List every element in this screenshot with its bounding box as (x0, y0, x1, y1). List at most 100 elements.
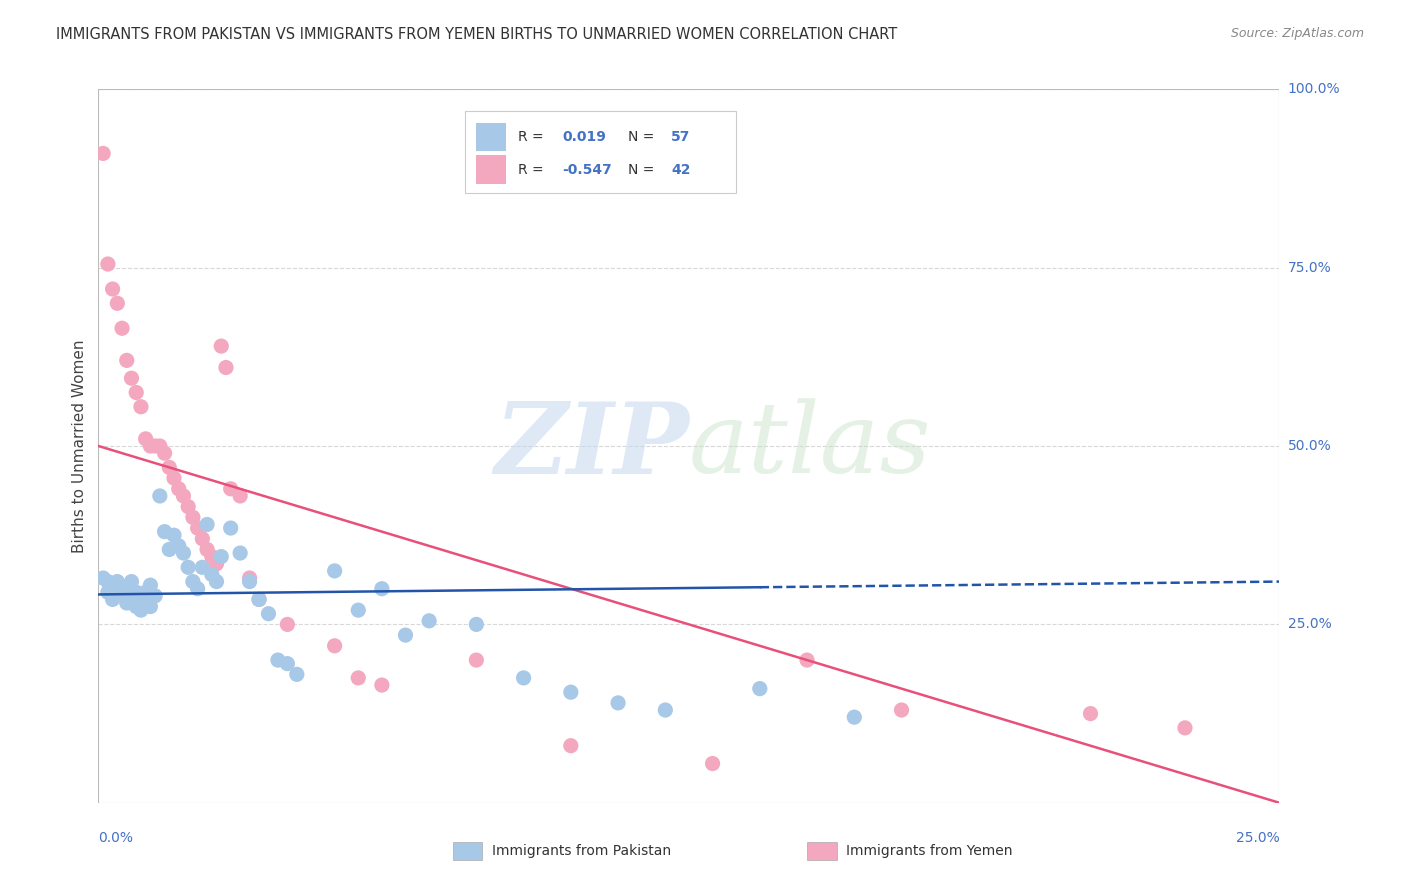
Point (125, 585, 148, 599)
Point (229, 489, 252, 503)
Point (239, 571, 262, 585)
Point (149, 489, 172, 503)
Point (115, 596, 138, 610)
Text: R =: R = (517, 130, 548, 144)
Point (796, 653, 818, 667)
Point (187, 521, 209, 535)
Point (105, 578, 128, 592)
Point (135, 432, 157, 446)
Point (167, 539, 190, 553)
Point (276, 657, 298, 671)
Point (229, 546, 252, 560)
Point (247, 592, 270, 607)
Text: 25.0%: 25.0% (1288, 617, 1331, 632)
Point (205, 574, 228, 589)
Point (111, 321, 134, 335)
Point (167, 482, 190, 496)
Point (205, 557, 228, 571)
Text: R =: R = (517, 162, 548, 177)
Point (115, 589, 138, 603)
Point (101, 282, 124, 296)
Text: 100.0%: 100.0% (1288, 82, 1340, 96)
Point (157, 542, 180, 557)
Text: N =: N = (627, 130, 658, 144)
Point (323, 564, 346, 578)
Point (101, 592, 124, 607)
Point (143, 439, 166, 453)
Text: 0.0%: 0.0% (98, 830, 134, 845)
Point (105, 296, 128, 310)
Point (1080, 706, 1102, 721)
Point (139, 578, 162, 592)
Point (187, 582, 209, 596)
Point (347, 671, 370, 685)
Point (181, 574, 204, 589)
Bar (477, 155, 506, 184)
Point (267, 653, 290, 667)
Text: Immigrants from Pakistan: Immigrants from Pakistan (492, 844, 671, 857)
Point (97, 257, 120, 271)
Point (844, 710, 866, 724)
Text: 57: 57 (671, 130, 690, 144)
Point (465, 653, 488, 667)
Text: atlas: atlas (689, 399, 932, 493)
Text: 42: 42 (671, 162, 690, 177)
Point (105, 574, 128, 589)
Point (209, 339, 232, 353)
Text: -0.547: -0.547 (562, 162, 613, 177)
Point (129, 592, 152, 607)
Point (465, 617, 488, 632)
Point (153, 524, 176, 539)
Point (209, 549, 232, 564)
Point (121, 371, 143, 385)
FancyBboxPatch shape (464, 111, 737, 193)
Point (101, 582, 124, 596)
Text: 0.019: 0.019 (562, 130, 606, 144)
Point (1174, 721, 1197, 735)
Point (172, 489, 194, 503)
Point (239, 574, 262, 589)
Point (371, 678, 394, 692)
Bar (477, 122, 506, 152)
Point (125, 385, 148, 400)
Point (121, 592, 143, 607)
Point (111, 582, 134, 596)
Text: ZIP: ZIP (494, 398, 689, 494)
Point (191, 560, 214, 574)
Point (394, 628, 416, 642)
Point (371, 582, 394, 596)
Point (149, 439, 172, 453)
Point (121, 574, 143, 589)
Point (247, 592, 270, 607)
Point (163, 471, 186, 485)
Point (97, 585, 120, 599)
Point (418, 614, 440, 628)
Point (139, 439, 162, 453)
Point (607, 696, 630, 710)
Text: Source: ZipAtlas.com: Source: ZipAtlas.com (1230, 27, 1364, 40)
Point (163, 528, 186, 542)
Point (201, 567, 224, 582)
Point (191, 532, 214, 546)
Point (139, 599, 162, 614)
Point (153, 446, 176, 460)
Point (702, 756, 724, 771)
Point (97, 574, 120, 589)
Text: N =: N = (627, 162, 658, 177)
Point (219, 482, 242, 496)
Point (129, 603, 152, 617)
Point (215, 360, 238, 375)
Point (890, 703, 912, 717)
Point (91, 571, 114, 585)
Point (129, 400, 152, 414)
Point (219, 521, 242, 535)
Point (560, 739, 582, 753)
Point (195, 517, 218, 532)
Point (512, 671, 534, 685)
Text: 75.0%: 75.0% (1288, 260, 1331, 275)
Point (115, 353, 138, 368)
Point (111, 585, 134, 599)
Point (181, 510, 204, 524)
Point (285, 667, 308, 681)
Y-axis label: Births to Unmarried Women: Births to Unmarried Women (72, 339, 87, 553)
